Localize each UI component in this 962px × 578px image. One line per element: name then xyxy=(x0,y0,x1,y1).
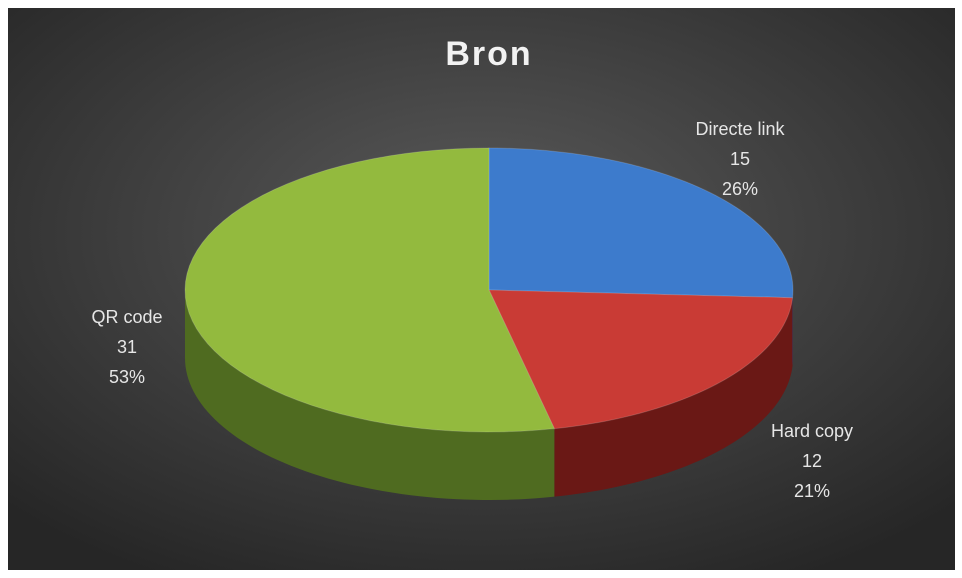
data-label-value: 12 xyxy=(802,451,822,471)
pie-slice xyxy=(488,289,794,430)
pie-slice-side xyxy=(185,290,555,500)
data-label-value: 31 xyxy=(117,337,137,357)
data-label-name: Hard copy xyxy=(771,421,853,441)
pie-slice xyxy=(488,147,794,299)
data-label-name: QR code xyxy=(91,307,162,327)
pie-slice xyxy=(184,147,556,433)
pie-slice-side xyxy=(554,297,793,497)
chart-title: Bron xyxy=(445,35,532,73)
data-label-percent: 53% xyxy=(109,367,145,387)
data-label-name: Directe link xyxy=(695,119,785,139)
data-label-value: 15 xyxy=(730,149,750,169)
data-label-percent: 26% xyxy=(722,179,758,199)
data-label-percent: 21% xyxy=(794,481,830,501)
